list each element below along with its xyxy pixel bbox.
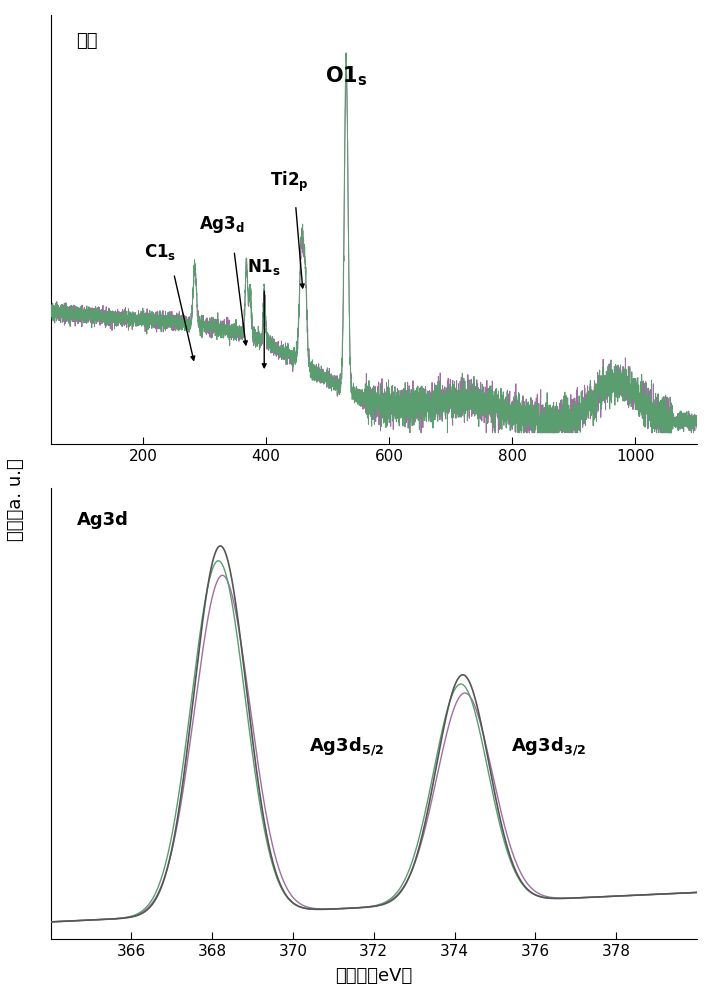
Text: O1$_\mathregular{s}$: O1$_\mathregular{s}$ — [325, 64, 367, 88]
X-axis label: 结合能（eV）: 结合能（eV） — [335, 967, 412, 985]
Text: C1$_\mathregular{s}$: C1$_\mathregular{s}$ — [144, 242, 177, 262]
Text: 强度（a. u.）: 强度（a. u.） — [6, 459, 25, 541]
Text: 宽谱: 宽谱 — [76, 32, 98, 50]
Text: Ti2$_\mathregular{p}$: Ti2$_\mathregular{p}$ — [270, 169, 309, 194]
Text: N1$_\mathregular{s}$: N1$_\mathregular{s}$ — [246, 257, 281, 277]
Text: Ag3d: Ag3d — [76, 511, 128, 529]
Text: Ag3d$_\mathregular{3/2}$: Ag3d$_\mathregular{3/2}$ — [511, 735, 586, 758]
Text: Ag3$_\mathregular{d}$: Ag3$_\mathregular{d}$ — [199, 214, 245, 235]
Text: Ag3d$_\mathregular{5/2}$: Ag3d$_\mathregular{5/2}$ — [309, 735, 384, 758]
